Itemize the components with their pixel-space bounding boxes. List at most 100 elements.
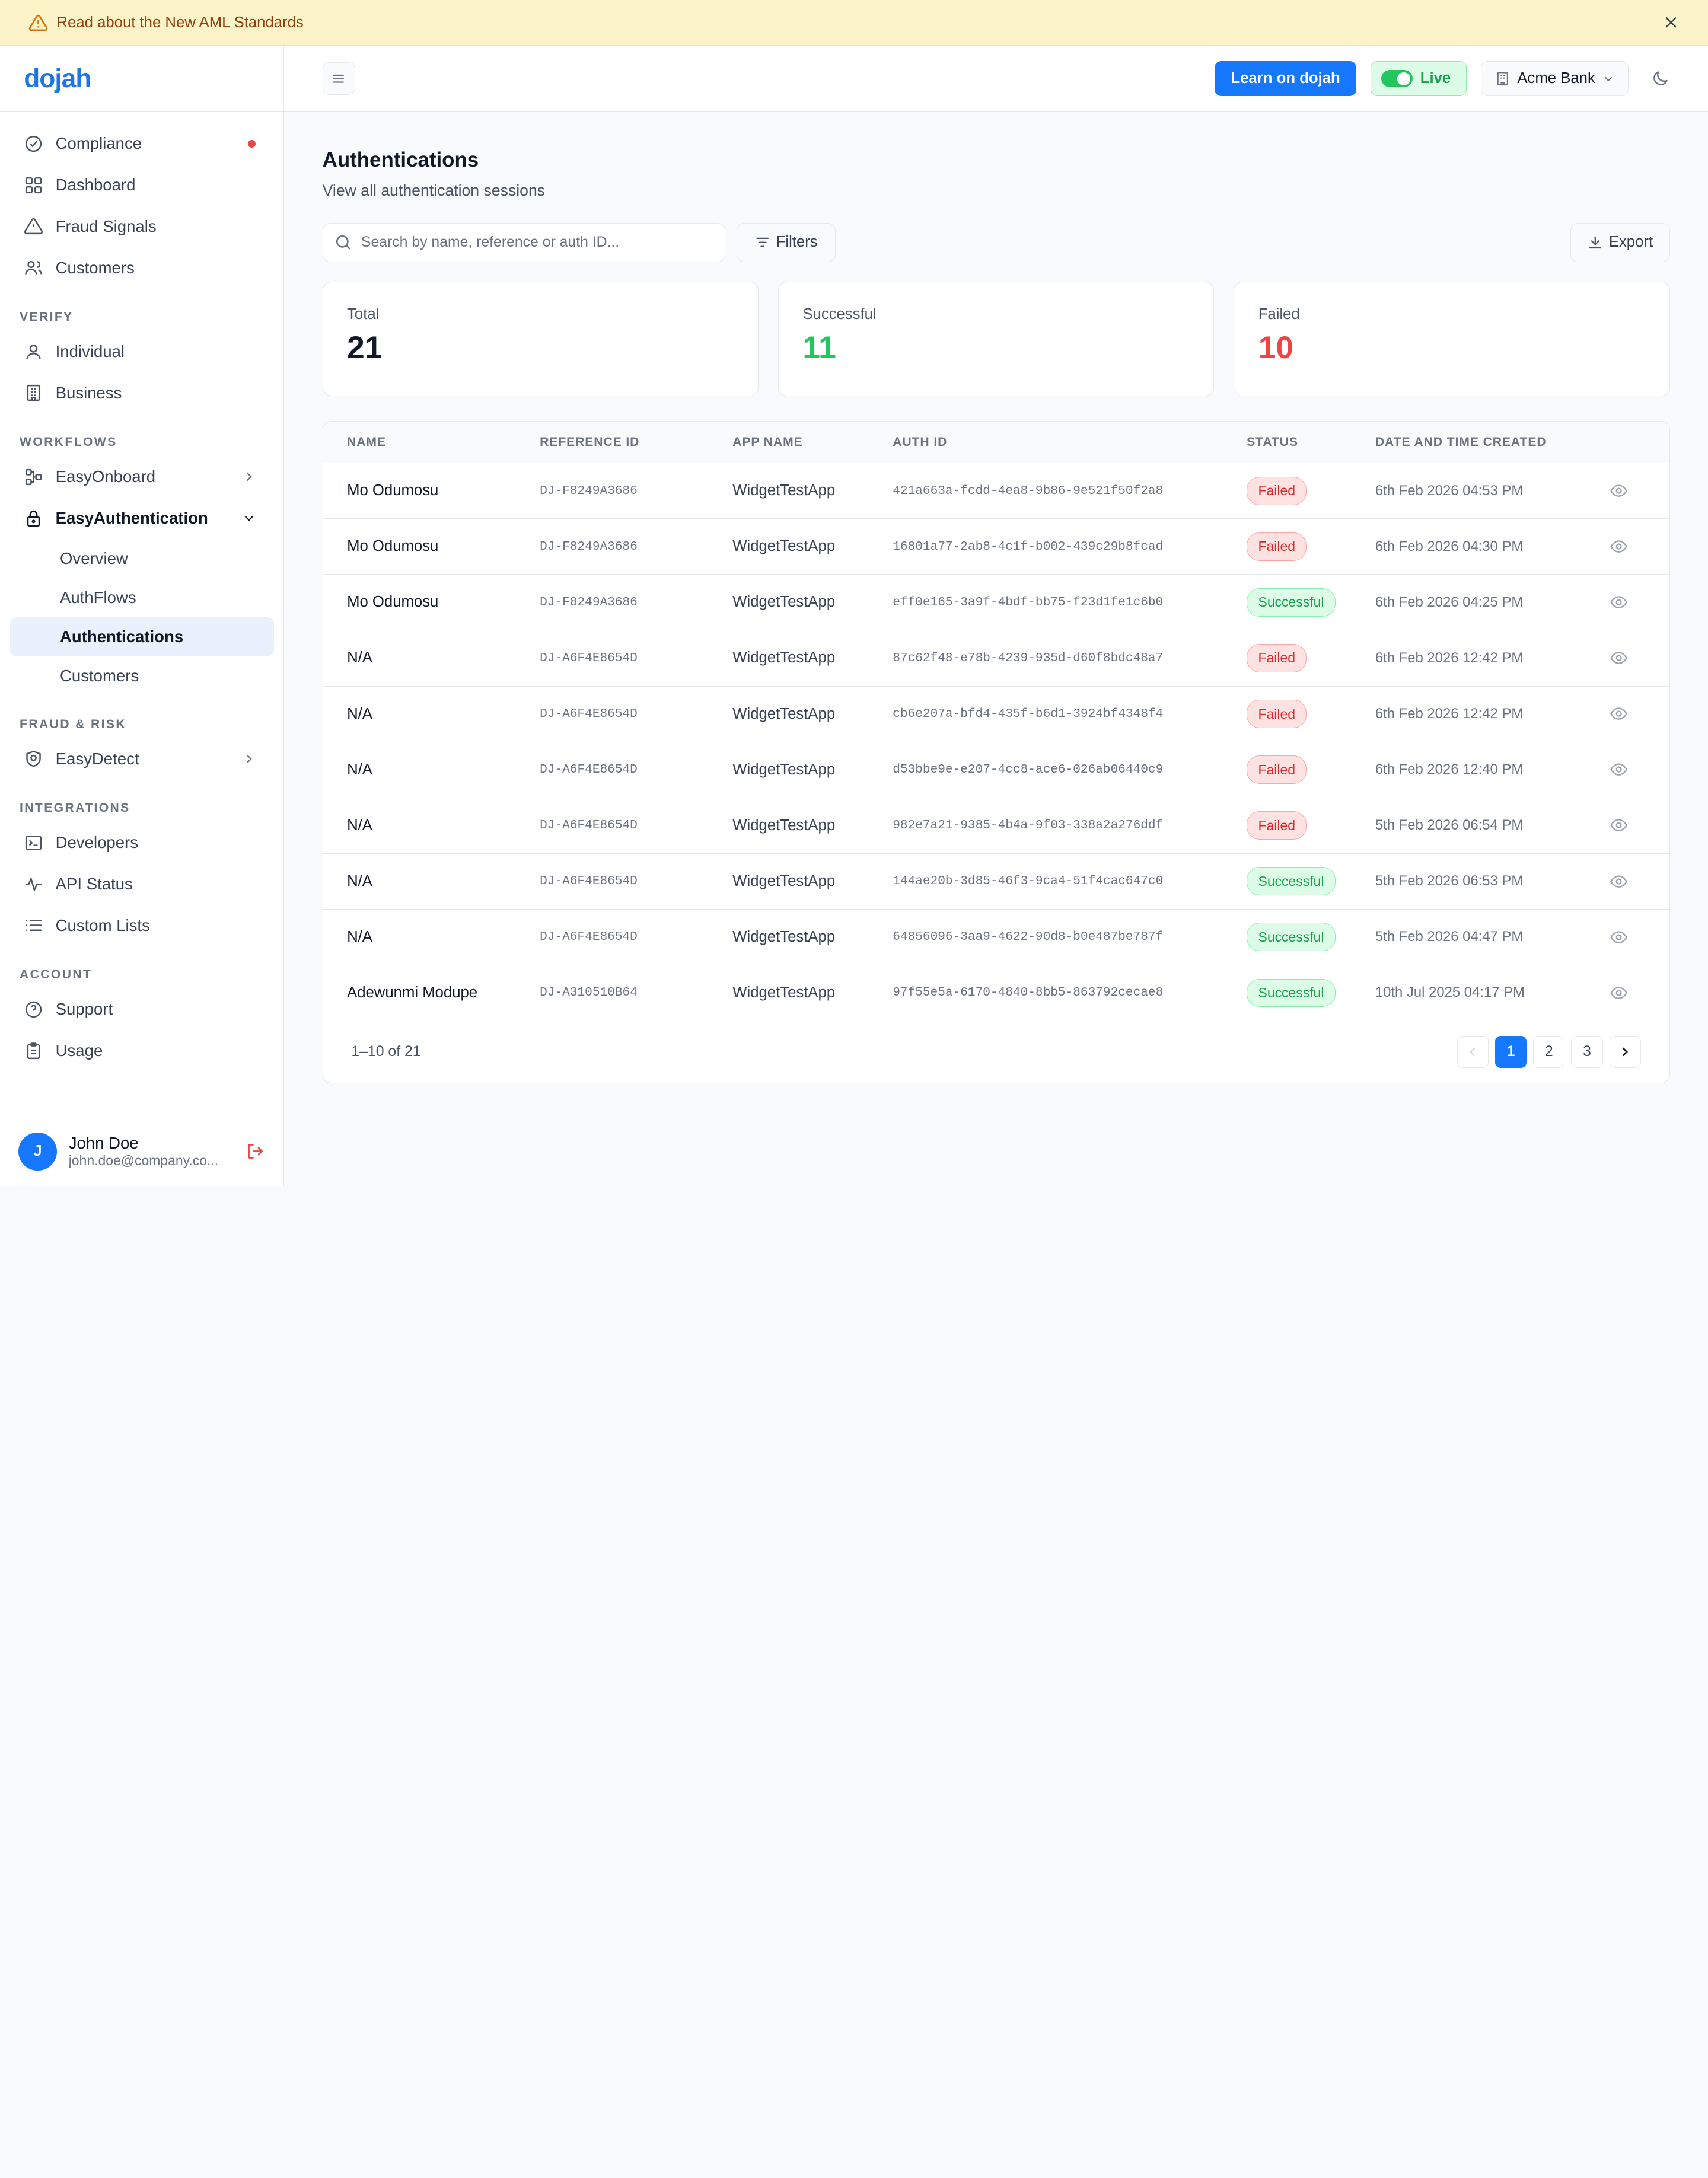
eye-icon[interactable] bbox=[1610, 649, 1628, 667]
sidebar-subitem-authflows[interactable]: AuthFlows bbox=[60, 588, 136, 607]
banner-link[interactable]: Read about the New AML Standards bbox=[56, 14, 304, 31]
sidebar-item-label: Fraud Signals bbox=[55, 216, 157, 235]
cell-reference-id: DJ-A6F4E8654D bbox=[540, 707, 638, 722]
sidebar-item-custom-lists[interactable]: Custom Lists bbox=[10, 905, 274, 946]
eye-icon[interactable] bbox=[1610, 984, 1628, 1002]
moon-icon[interactable] bbox=[1650, 69, 1670, 88]
page-2-button[interactable]: 2 bbox=[1533, 1036, 1565, 1068]
eye-icon[interactable] bbox=[1610, 704, 1628, 723]
cell-reference-id: DJ-A6F4E8654D bbox=[540, 930, 638, 945]
table-row[interactable]: N/A DJ-A6F4E8654D WidgetTestApp 64856096-3a… bbox=[323, 909, 1669, 965]
organization-selector[interactable]: Acme Bank bbox=[1480, 61, 1629, 97]
sidebar-item-fraud-signals[interactable]: Fraud Signals bbox=[10, 206, 274, 247]
filters-button[interactable]: Filters bbox=[736, 222, 836, 262]
chevron-right-icon bbox=[241, 751, 257, 767]
table-header-row: NAME REFERENCE ID APP NAME AUTH ID STATU… bbox=[323, 422, 1669, 464]
dojah-logo[interactable]: dojah bbox=[24, 63, 91, 93]
organization-name: Acme Bank bbox=[1517, 70, 1595, 87]
sidebar-item-compliance[interactable]: Compliance bbox=[10, 123, 274, 165]
close-icon[interactable] bbox=[1662, 14, 1680, 31]
logout-icon[interactable] bbox=[246, 1141, 265, 1161]
eye-icon[interactable] bbox=[1610, 816, 1628, 834]
sidebar-item-individual[interactable]: Individual bbox=[10, 331, 274, 372]
table-row[interactable]: Mo Odumosu DJ-F8249A3686 WidgetTestApp 1680… bbox=[323, 519, 1669, 575]
sidebar-item-easydetect[interactable]: EasyDetect bbox=[10, 738, 274, 780]
cell-reference-id: DJ-A6F4E8654D bbox=[540, 650, 638, 665]
table-row[interactable]: N/A DJ-A6F4E8654D WidgetTestApp cb6e207a-bf… bbox=[323, 686, 1669, 742]
cell-reference-id: DJ-F8249A3686 bbox=[540, 483, 638, 498]
stat-label: Failed bbox=[1258, 306, 1300, 323]
sidebar-item-usage[interactable]: Usage bbox=[10, 1030, 274, 1072]
toggle-switch[interactable] bbox=[1381, 69, 1413, 88]
sidebar: dojah Compliance Dashboard Fraud Signals bbox=[0, 46, 285, 1187]
sidebar-item-label: API Status bbox=[55, 875, 133, 894]
sidebar-item-customers[interactable]: Customers bbox=[10, 247, 274, 289]
cell-name: N/A bbox=[347, 761, 372, 778]
page-1-button[interactable]: 1 bbox=[1494, 1036, 1527, 1068]
table-row[interactable]: Mo Odumosu DJ-F8249A3686 WidgetTestApp eff0… bbox=[323, 575, 1669, 630]
eye-icon[interactable] bbox=[1610, 872, 1628, 891]
export-button[interactable]: Export bbox=[1570, 222, 1670, 262]
cell-date-created: 5th Feb 2026 04:47 PM bbox=[1375, 929, 1524, 945]
sidebar-subitem-customers[interactable]: Customers bbox=[60, 667, 139, 685]
sidebar-item-label: Business bbox=[55, 383, 122, 402]
sidebar-subitem-overview[interactable]: Overview bbox=[60, 549, 128, 568]
cell-date-created: 6th Feb 2026 04:25 PM bbox=[1375, 594, 1524, 610]
live-mode-toggle[interactable]: Live bbox=[1371, 61, 1467, 97]
cell-app-name: WidgetTestApp bbox=[732, 928, 836, 945]
stat-value: 10 bbox=[1258, 330, 1293, 366]
page-3-button[interactable]: 3 bbox=[1571, 1036, 1603, 1068]
cell-name: N/A bbox=[347, 705, 372, 722]
avatar[interactable]: J bbox=[18, 1132, 57, 1171]
cell-actions bbox=[1610, 742, 1669, 798]
sidebar-item-business[interactable]: Business bbox=[10, 372, 274, 414]
table-row[interactable]: N/A DJ-A6F4E8654D WidgetTestApp 144ae20b-3d… bbox=[323, 853, 1669, 910]
cell-auth-id: 16801a77-2ab8-4c1f-b002-439c29b8fcad bbox=[893, 539, 1164, 554]
search-input[interactable] bbox=[361, 234, 714, 251]
column-header-date-created: DATE AND TIME CREATED bbox=[1375, 422, 1610, 464]
cell-name: Mo Odumosu bbox=[347, 482, 439, 499]
building-icon bbox=[1494, 71, 1511, 87]
sidebar-item-easyauthentication[interactable]: EasyAuthentication bbox=[10, 498, 274, 539]
top-bar: Learn on dojah Live Acme Bank bbox=[284, 46, 1708, 113]
lock-icon bbox=[24, 509, 43, 528]
sidebar-item-api-status[interactable]: API Status bbox=[10, 863, 274, 905]
cell-date-created: 5th Feb 2026 06:53 PM bbox=[1375, 873, 1524, 889]
table-row[interactable]: Mo Odumosu DJ-F8249A3686 WidgetTestApp 421a… bbox=[323, 463, 1669, 519]
eye-icon[interactable] bbox=[1610, 593, 1628, 611]
sidebar-item-developers[interactable]: Developers bbox=[10, 822, 274, 863]
shield-icon bbox=[24, 749, 43, 768]
search-icon bbox=[334, 233, 352, 251]
authentications-table: NAME REFERENCE ID APP NAME AUTH ID STATU… bbox=[322, 421, 1670, 1084]
cell-status: Failed bbox=[1247, 798, 1375, 853]
learn-on-dojah-button[interactable]: Learn on dojah bbox=[1214, 61, 1357, 97]
sidebar-nav: Compliance Dashboard Fraud Signals Custo… bbox=[0, 112, 283, 1116]
stat-card-successful: Successful 11 bbox=[778, 282, 1215, 396]
table-row[interactable]: N/A DJ-A6F4E8654D WidgetTestApp 982e7a21-93… bbox=[323, 798, 1669, 854]
menu-toggle-button[interactable] bbox=[322, 62, 355, 95]
eye-icon[interactable] bbox=[1610, 928, 1628, 946]
cell-actions bbox=[1610, 909, 1669, 965]
sidebar-item-easyonboard[interactable]: EasyOnboard bbox=[10, 456, 274, 498]
search-box bbox=[322, 222, 726, 262]
table-row[interactable]: Adewunmi Modupe DJ-A310510B64 WidgetTestAp… bbox=[323, 965, 1669, 1021]
table-row[interactable]: N/A DJ-A6F4E8654D WidgetTestApp d53bbe9e-e2… bbox=[323, 742, 1669, 798]
cell-auth-id: 421a663a-fcdd-4ea8-9b86-9e521f50f2a8 bbox=[893, 483, 1164, 498]
column-header-auth-id: AUTH ID bbox=[893, 422, 1247, 464]
sidebar-subitem-authentications[interactable]: Authentications bbox=[9, 617, 274, 657]
hamburger-icon bbox=[330, 71, 347, 87]
sidebar-item-dashboard[interactable]: Dashboard bbox=[10, 164, 274, 206]
previous-page-button[interactable] bbox=[1457, 1036, 1489, 1068]
next-page-button[interactable] bbox=[1609, 1036, 1641, 1068]
eye-icon[interactable] bbox=[1610, 760, 1628, 779]
cell-actions bbox=[1610, 630, 1669, 686]
status-badge: Failed bbox=[1247, 532, 1307, 561]
sidebar-item-support[interactable]: Support bbox=[10, 988, 274, 1030]
stat-label: Total bbox=[347, 306, 380, 323]
table-row[interactable]: N/A DJ-A6F4E8654D WidgetTestApp 87c62f48-e7… bbox=[323, 630, 1669, 686]
cell-auth-id: 144ae20b-3d85-46f3-9ca4-51f4cac647c0 bbox=[893, 874, 1164, 889]
cell-date-created: 6th Feb 2026 04:53 PM bbox=[1375, 482, 1524, 499]
eye-icon[interactable] bbox=[1610, 481, 1628, 500]
activity-icon bbox=[24, 875, 43, 894]
eye-icon[interactable] bbox=[1610, 537, 1628, 556]
